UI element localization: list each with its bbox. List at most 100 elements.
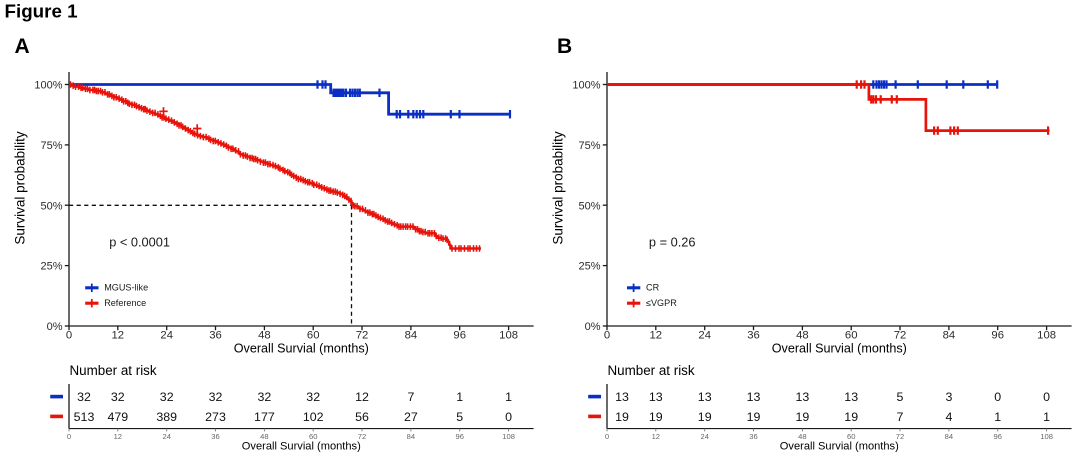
svg-text:108: 108 — [1040, 432, 1053, 441]
svg-text:1: 1 — [456, 390, 463, 404]
svg-text:Reference: Reference — [104, 298, 146, 308]
svg-text:12: 12 — [114, 432, 122, 441]
svg-text:0: 0 — [1043, 390, 1050, 404]
svg-text:A: A — [15, 35, 30, 58]
svg-text:60: 60 — [847, 432, 855, 441]
svg-text:75%: 75% — [578, 140, 600, 152]
svg-text:5: 5 — [456, 410, 463, 424]
svg-text:72: 72 — [896, 432, 904, 441]
svg-text:32: 32 — [258, 390, 272, 404]
svg-text:Overall Survial (months): Overall Survial (months) — [234, 342, 369, 356]
svg-text:0: 0 — [67, 432, 71, 441]
svg-text:7: 7 — [897, 410, 904, 424]
svg-text:3: 3 — [945, 390, 952, 404]
svg-text:84: 84 — [943, 330, 956, 342]
svg-text:48: 48 — [258, 330, 271, 342]
svg-text:84: 84 — [945, 432, 953, 441]
svg-text:p < 0.0001: p < 0.0001 — [109, 234, 170, 249]
svg-text:0: 0 — [605, 432, 609, 441]
svg-text:1: 1 — [1043, 410, 1050, 424]
svg-text:479: 479 — [107, 410, 128, 424]
svg-text:19: 19 — [747, 410, 761, 424]
svg-text:32: 32 — [111, 390, 125, 404]
svg-text:1: 1 — [505, 390, 512, 404]
svg-text:50%: 50% — [40, 200, 62, 212]
svg-text:96: 96 — [455, 432, 463, 441]
svg-text:B: B — [557, 35, 572, 58]
svg-text:75%: 75% — [40, 140, 62, 152]
svg-text:12: 12 — [112, 330, 125, 342]
svg-text:25%: 25% — [578, 261, 600, 273]
svg-text:0: 0 — [994, 390, 1001, 404]
svg-text:13: 13 — [698, 390, 712, 404]
svg-text:p = 0.26: p = 0.26 — [649, 234, 696, 249]
svg-text:0: 0 — [66, 330, 72, 342]
svg-text:0: 0 — [505, 410, 512, 424]
svg-text:72: 72 — [894, 330, 907, 342]
svg-text:36: 36 — [209, 330, 222, 342]
svg-text:13: 13 — [649, 390, 663, 404]
svg-text:24: 24 — [162, 432, 170, 441]
svg-text:48: 48 — [796, 330, 809, 342]
svg-text:108: 108 — [502, 432, 515, 441]
svg-text:≤VGPR: ≤VGPR — [646, 298, 677, 308]
svg-text:100%: 100% — [572, 80, 600, 92]
svg-text:24: 24 — [700, 432, 708, 441]
svg-text:32: 32 — [77, 390, 91, 404]
svg-text:7: 7 — [407, 390, 414, 404]
svg-text:0: 0 — [604, 330, 610, 342]
svg-text:50%: 50% — [578, 200, 600, 212]
svg-text:108: 108 — [499, 330, 518, 342]
svg-text:100%: 100% — [34, 80, 62, 92]
svg-text:1: 1 — [994, 410, 1001, 424]
svg-text:96: 96 — [453, 330, 466, 342]
svg-text:25%: 25% — [40, 261, 62, 273]
svg-text:273: 273 — [205, 410, 226, 424]
svg-text:96: 96 — [993, 432, 1001, 441]
svg-text:32: 32 — [209, 390, 223, 404]
svg-text:60: 60 — [845, 330, 858, 342]
svg-text:19: 19 — [649, 410, 663, 424]
svg-text:108: 108 — [1037, 330, 1056, 342]
svg-text:60: 60 — [307, 330, 320, 342]
svg-text:Survival probability: Survival probability — [13, 131, 28, 245]
svg-text:13: 13 — [615, 390, 629, 404]
svg-text:13: 13 — [844, 390, 858, 404]
svg-text:72: 72 — [356, 330, 369, 342]
svg-text:Overall Survial (months): Overall Survial (months) — [772, 342, 907, 356]
svg-text:Number at risk: Number at risk — [70, 363, 157, 378]
svg-text:0%: 0% — [585, 321, 601, 333]
svg-text:36: 36 — [747, 330, 760, 342]
svg-text:4: 4 — [945, 410, 952, 424]
svg-text:Number at risk: Number at risk — [608, 363, 695, 378]
svg-text:0%: 0% — [47, 321, 63, 333]
svg-text:5: 5 — [897, 390, 904, 404]
svg-text:Survival probability: Survival probability — [551, 131, 566, 245]
svg-text:84: 84 — [407, 432, 415, 441]
svg-text:Figure 1: Figure 1 — [5, 1, 78, 22]
svg-text:60: 60 — [309, 432, 317, 441]
svg-text:48: 48 — [798, 432, 806, 441]
svg-text:56: 56 — [355, 410, 369, 424]
svg-text:24: 24 — [160, 330, 173, 342]
svg-text:513: 513 — [74, 410, 95, 424]
svg-text:12: 12 — [652, 432, 660, 441]
svg-text:19: 19 — [844, 410, 858, 424]
svg-text:48: 48 — [260, 432, 268, 441]
svg-text:32: 32 — [160, 390, 174, 404]
svg-text:MGUS-like: MGUS-like — [104, 283, 148, 293]
svg-text:13: 13 — [747, 390, 761, 404]
svg-text:13: 13 — [796, 390, 810, 404]
svg-text:12: 12 — [355, 390, 369, 404]
svg-text:27: 27 — [404, 410, 418, 424]
svg-text:96: 96 — [991, 330, 1004, 342]
svg-text:36: 36 — [749, 432, 757, 441]
svg-text:177: 177 — [254, 410, 275, 424]
svg-text:Overall Survial (months): Overall Survial (months) — [242, 440, 361, 452]
svg-text:12: 12 — [650, 330, 663, 342]
svg-text:36: 36 — [211, 432, 219, 441]
svg-text:19: 19 — [796, 410, 810, 424]
svg-text:Overall Survial (months): Overall Survial (months) — [780, 440, 899, 452]
svg-text:24: 24 — [698, 330, 711, 342]
svg-text:102: 102 — [303, 410, 324, 424]
